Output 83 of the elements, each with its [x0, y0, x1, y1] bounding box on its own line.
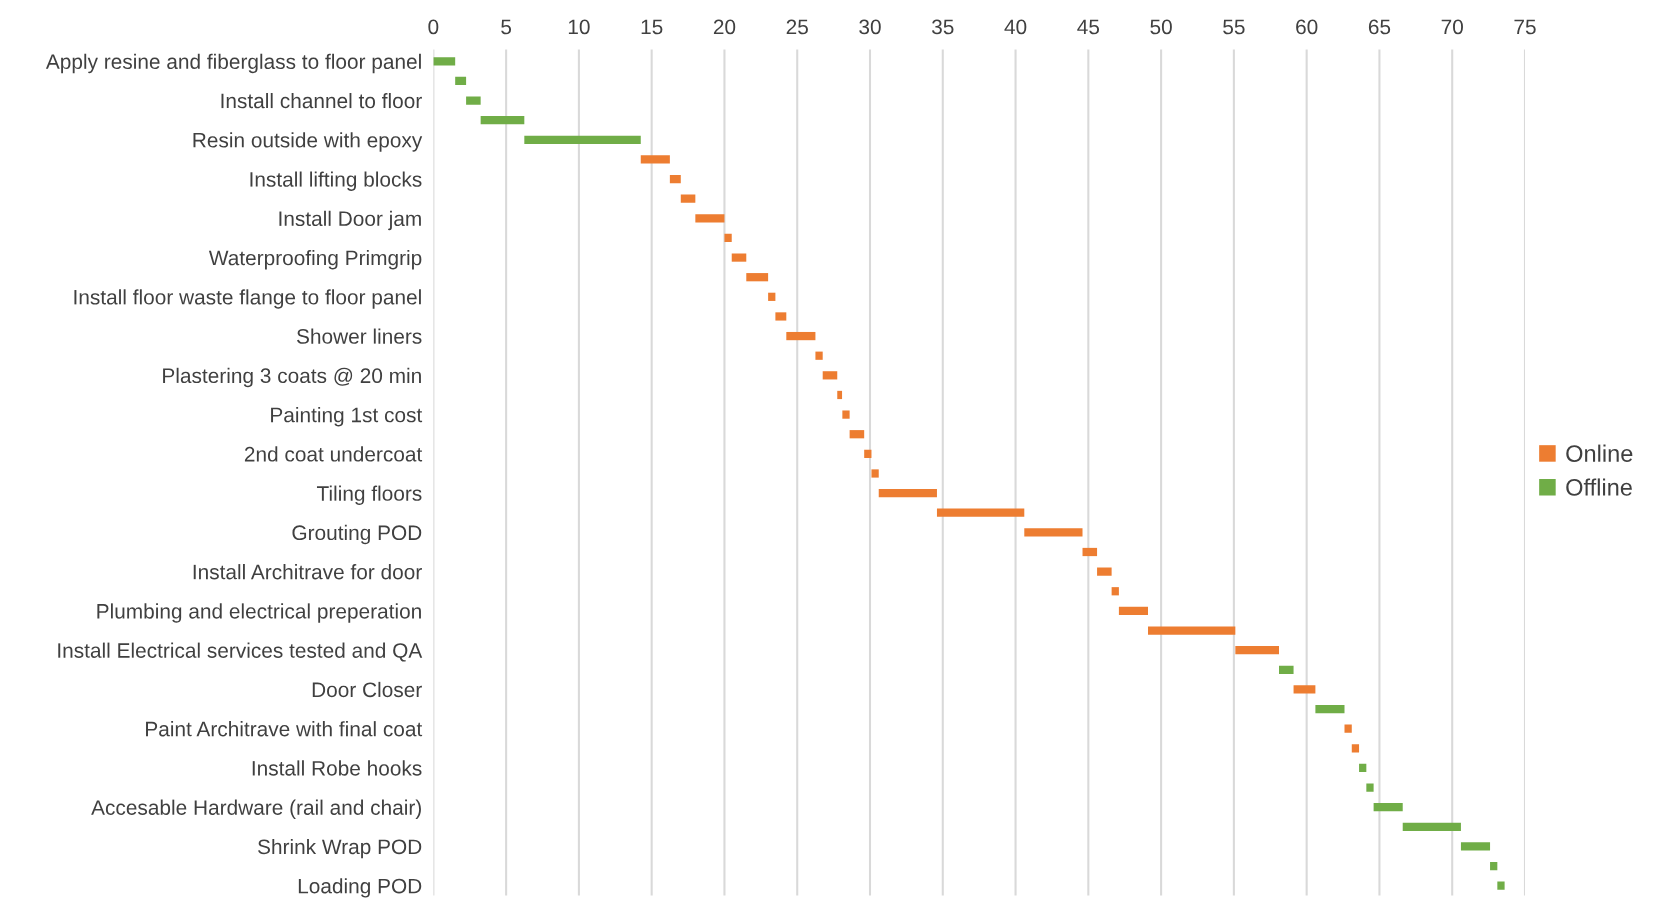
x-tick-label: 0: [428, 19, 439, 35]
x-tick-label: 30: [859, 19, 881, 35]
x-tick-label: 15: [641, 19, 663, 35]
bar: [1497, 881, 1505, 890]
bar: [731, 253, 747, 262]
bar: [1118, 606, 1149, 615]
y-tick-label: Plastering 3 coats @ 20 min: [163, 367, 421, 388]
x-tick-label: 25: [786, 19, 808, 35]
bar: [1024, 528, 1083, 537]
bar: [849, 430, 865, 439]
bar: [1315, 704, 1345, 714]
bar: [864, 449, 872, 458]
y-tick-label: Accesable Hardware (rail and chair): [91, 799, 421, 820]
x-tick-label: 55: [1223, 19, 1245, 35]
x-tick-label: 65: [1368, 19, 1391, 35]
y-tick-label: Install channel to floor: [221, 92, 422, 109]
x-tick-label: 70: [1441, 19, 1463, 35]
bar: [768, 292, 776, 301]
y-tick-label: Paint Architrave with final coat: [146, 721, 423, 737]
bar: [1402, 822, 1461, 831]
bar: [842, 410, 850, 419]
legend-label: Online: [1566, 444, 1633, 462]
bar: [1351, 744, 1360, 753]
bar: [871, 469, 879, 478]
bar: [1460, 842, 1491, 851]
y-tick-label: Waterproofing Primgrip: [208, 250, 422, 270]
bar: [878, 488, 937, 498]
bar: [837, 390, 843, 400]
bar: [524, 135, 641, 144]
y-tick-label: Resin outside with epoxy: [193, 132, 423, 152]
bar: [455, 76, 467, 86]
y-tick-label: Apply resine and fiberglass to floor panel: [45, 53, 421, 74]
bar: [640, 155, 670, 164]
y-tick-label: Install Door jam: [279, 210, 421, 231]
bar: [786, 331, 816, 341]
bar: [1293, 685, 1316, 694]
y-tick-label: 2nd coat undercoat: [244, 446, 423, 462]
y-tick-label: Install floor waste flange to floor panel: [74, 289, 421, 309]
x-tick-label: 35: [931, 19, 954, 35]
bar: [1082, 547, 1098, 557]
y-tick-label: Plumbing and electrical preperation: [97, 603, 421, 623]
bar: [1366, 783, 1374, 792]
x-tick-label: 60: [1296, 19, 1318, 35]
bar: [1235, 646, 1280, 655]
bar: [775, 312, 787, 321]
y-tick-label: Tiling floors: [316, 485, 422, 505]
x-tick-label: 40: [1004, 19, 1027, 35]
bar: [695, 214, 725, 223]
bar: [466, 96, 481, 105]
bar: [669, 174, 681, 184]
y-tick-label: Door Closer: [312, 681, 422, 698]
y-tick-label: Shower liners: [296, 328, 422, 344]
x-tick-label: 50: [1150, 19, 1172, 35]
bar: [680, 194, 696, 203]
y-tick-label: Install lifting blocks: [250, 171, 422, 191]
y-tick-label: Painting 1st cost: [271, 407, 423, 427]
bar: [433, 57, 456, 66]
y-tick-label: Install Architrave for door: [193, 564, 422, 580]
bar: [1373, 803, 1403, 812]
legend-label: Offline: [1566, 478, 1632, 496]
bar: [1344, 724, 1352, 733]
bar: [822, 371, 838, 380]
bar: [480, 116, 525, 125]
bar: [724, 233, 732, 243]
bar: [1111, 587, 1119, 596]
y-tick-label: Grouting POD: [292, 524, 422, 545]
bar: [1148, 626, 1236, 635]
bar: [815, 351, 823, 360]
y-tick-label: Install Robe hooks: [252, 760, 422, 776]
x-tick-label: 75: [1514, 19, 1536, 35]
bar: [1097, 567, 1112, 576]
x-tick-label: 45: [1077, 19, 1100, 35]
bar: [936, 508, 1025, 517]
y-tick-label: Shrink Wrap POD: [258, 838, 422, 859]
y-tick-label: Install Electrical services tested and QA: [58, 642, 423, 662]
bar: [746, 273, 769, 282]
x-tick-label: 10: [568, 19, 590, 35]
bar: [1359, 763, 1367, 773]
bar: [1490, 861, 1498, 871]
bar: [1279, 665, 1294, 674]
y-tick-label: Loading POD: [298, 878, 422, 898]
x-tick-label: 5: [501, 19, 512, 35]
x-tick-label: 20: [713, 19, 736, 35]
